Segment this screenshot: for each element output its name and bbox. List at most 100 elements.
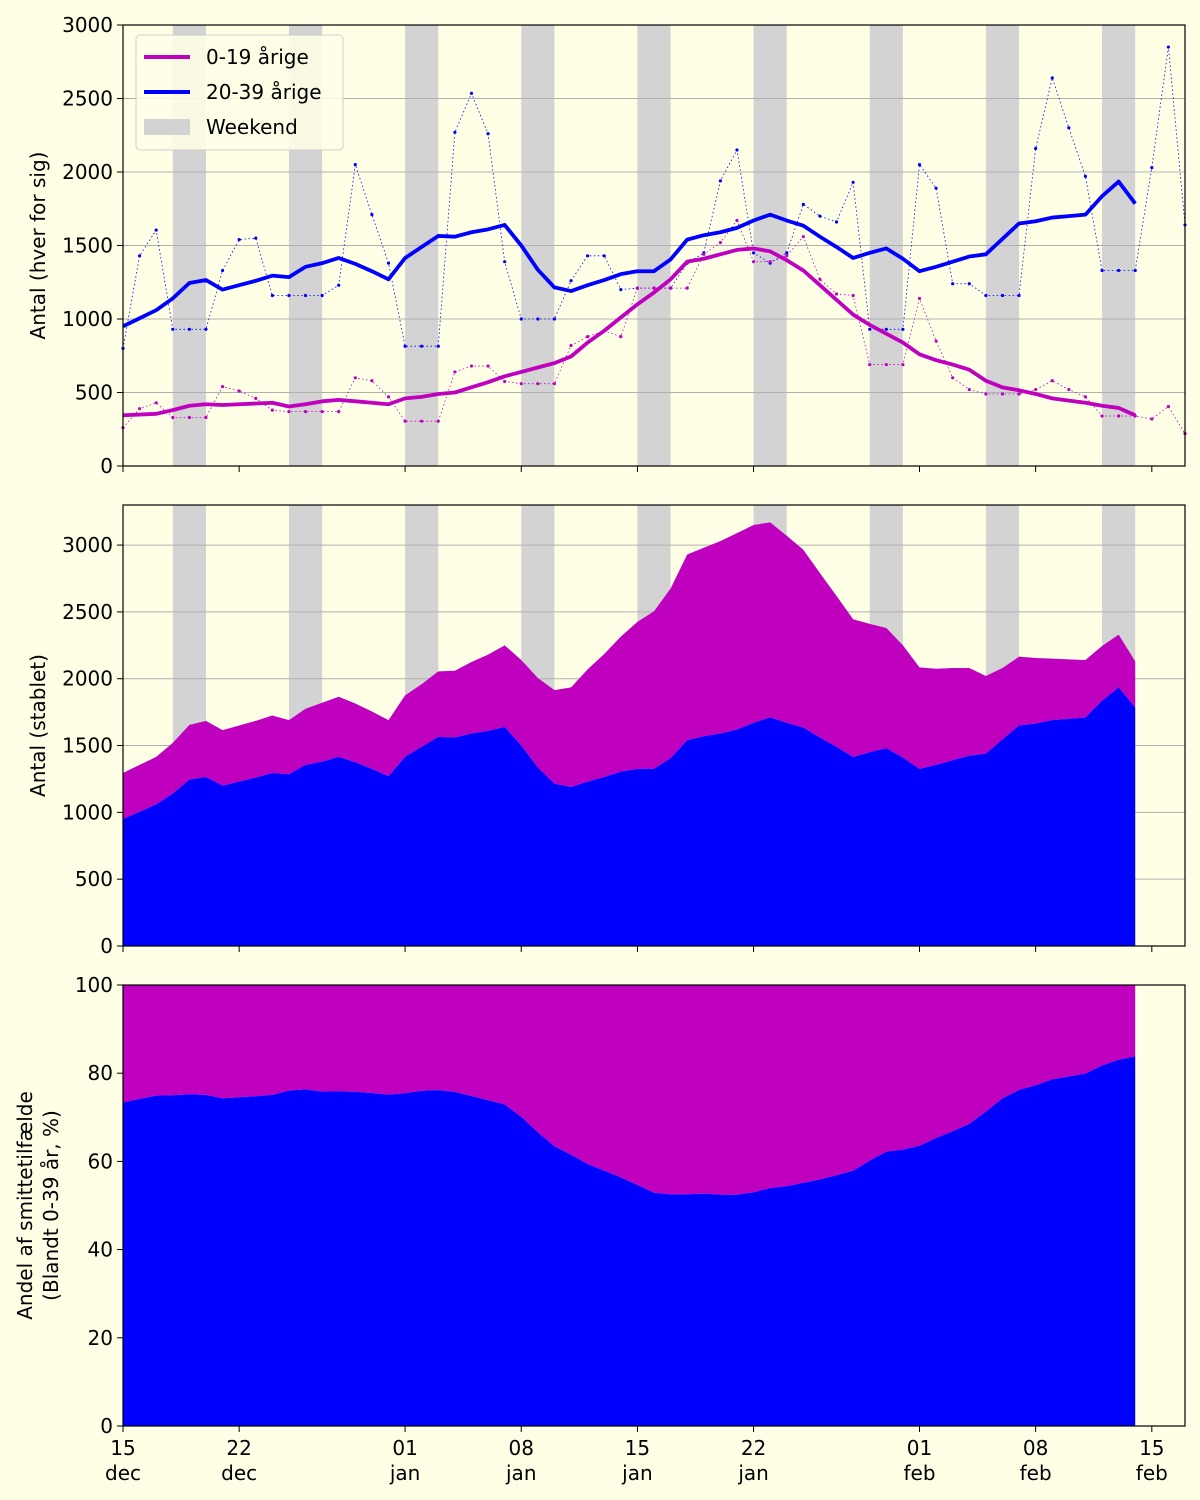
- daily-point: [204, 415, 208, 420]
- daily-point: [718, 240, 722, 245]
- x-tick-label-month: jan: [389, 1461, 421, 1485]
- daily-point: [619, 335, 623, 339]
- y-tick-label: 0: [100, 454, 113, 478]
- legend: 0-19 årige 20-39 årige Weekend: [135, 34, 344, 151]
- y-axis-label: Antal (stablet): [26, 654, 50, 797]
- y-tick-label: 3000: [62, 13, 113, 37]
- y-tick-label: 3000: [62, 533, 113, 557]
- x-tick-label-day: 08: [509, 1436, 534, 1460]
- y-tick-label: 1000: [62, 800, 113, 824]
- daily-point: [751, 251, 756, 255]
- daily-point: [337, 410, 341, 414]
- legend-patch: [144, 119, 190, 135]
- x-tick-label-month: jan: [621, 1461, 653, 1485]
- daily-point: [1017, 392, 1021, 396]
- daily-point: [1150, 417, 1154, 421]
- daily-point: [187, 415, 191, 420]
- y-tick-label: 1500: [62, 734, 113, 758]
- daily-point: [1000, 392, 1005, 396]
- y-tick-label: 2500: [62, 600, 113, 624]
- daily-point: [801, 235, 805, 239]
- daily-point: [1083, 174, 1088, 179]
- y-tick-label: 100: [75, 973, 113, 997]
- y-tick-label: 1500: [62, 234, 113, 258]
- daily-point: [884, 327, 888, 331]
- daily-point: [718, 179, 722, 183]
- daily-point: [635, 286, 640, 290]
- daily-point: [420, 419, 424, 423]
- daily-point: [536, 317, 540, 321]
- y-tick-label: 80: [88, 1061, 113, 1085]
- daily-point: [1017, 293, 1021, 298]
- daily-point: [934, 186, 938, 190]
- legend-label: 0-19 årige: [206, 45, 309, 69]
- x-tick-label-day: 15: [625, 1436, 650, 1460]
- x-tick-label-month: dec: [105, 1461, 141, 1485]
- daily-point: [917, 296, 922, 301]
- y-tick-label: 1000: [62, 307, 113, 331]
- daily-point: [220, 385, 225, 389]
- daily-line: [122, 219, 1186, 434]
- daily-point: [1050, 76, 1054, 80]
- daily-point: [951, 282, 955, 286]
- y-axis-label-2: (Blandt 0-39 år, %): [39, 1110, 63, 1301]
- daily-point: [453, 370, 457, 374]
- daily-point: [403, 419, 407, 423]
- daily-point: [785, 251, 789, 255]
- x-tick-label-day: 15: [1139, 1436, 1164, 1460]
- daily-point: [204, 327, 208, 331]
- y-tick-label: 500: [75, 381, 113, 405]
- daily-point: [320, 410, 324, 414]
- daily-point: [1000, 293, 1005, 298]
- x-tick-label-month: jan: [505, 1461, 537, 1485]
- daily-point: [320, 293, 324, 298]
- area-20-39: [123, 687, 1136, 946]
- daily-point: [868, 362, 872, 367]
- daily-point: [237, 238, 241, 242]
- area-20-39: [123, 1056, 1136, 1426]
- daily-point: [1034, 387, 1038, 392]
- daily-point: [303, 410, 308, 414]
- daily-point: [171, 415, 175, 420]
- daily-point: [436, 419, 440, 423]
- y-tick-label: 2000: [62, 667, 113, 691]
- daily-point: [569, 343, 573, 348]
- daily-point: [768, 260, 772, 264]
- daily-point: [1100, 414, 1104, 418]
- daily-point: [486, 132, 490, 136]
- daily-point: [702, 252, 706, 256]
- x-tick-label-month: dec: [221, 1461, 257, 1485]
- daily-point: [834, 292, 839, 296]
- y-tick-label: 20: [88, 1326, 113, 1350]
- x-tick-label-day: 01: [392, 1436, 417, 1460]
- daily-point: [735, 148, 739, 152]
- daily-point: [818, 277, 822, 281]
- daily-point: [1117, 414, 1121, 418]
- daily-point: [868, 327, 872, 331]
- y-tick-label: 2000: [62, 160, 113, 184]
- daily-point: [303, 293, 308, 298]
- plot-frame: [122, 984, 1186, 1427]
- daily-point: [453, 130, 457, 134]
- x-tick-label-day: 22: [741, 1436, 766, 1460]
- daily-point: [685, 286, 689, 290]
- daily-point: [851, 293, 855, 298]
- daily-point: [818, 214, 822, 218]
- y-axis-label: Andel af smittetilfælde: [13, 1091, 37, 1320]
- daily-point: [967, 387, 971, 392]
- daily-point: [337, 283, 341, 287]
- area-0-19: [123, 522, 1136, 820]
- daily-point: [1117, 268, 1121, 273]
- daily-point: [270, 293, 274, 298]
- daily-point: [254, 396, 258, 400]
- daily-point: [934, 339, 938, 343]
- daily-point: [834, 220, 839, 224]
- y-tick-label: 0: [100, 934, 113, 958]
- x-tick-label-month: jan: [737, 1461, 769, 1485]
- daily-point: [1133, 268, 1137, 273]
- x-tick-label-day: 01: [907, 1436, 932, 1460]
- panel-individual: 0 500 1000 1500 2000 2500 3000 Antal (hver for …: [26, 13, 1187, 478]
- x-tick-label-day: 22: [226, 1436, 251, 1460]
- daily-point: [901, 327, 905, 331]
